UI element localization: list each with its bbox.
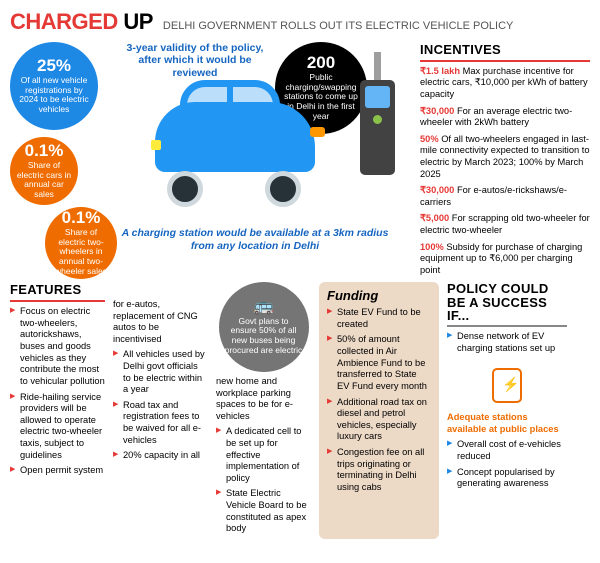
- features-col1: FEATURES Focus on electric two-wheelers,…: [10, 282, 105, 539]
- bus-text: Govt plans to ensure 50% of all new buse…: [225, 317, 303, 356]
- stat-cars: 0.1% Share of electric cars in annual ca…: [10, 137, 78, 205]
- list-item: Focus on electric two-wheelers, autorick…: [10, 306, 105, 387]
- policy-item: Dense network of EV charging stations se…: [447, 331, 567, 354]
- policy-highlight: Adequate stations available at public pl…: [447, 412, 567, 435]
- plug-icon: ⚡: [487, 358, 527, 408]
- policy-item: Concept popularised by generating awaren…: [447, 467, 567, 490]
- stat-text: Of all new vehicle registrations by 2024…: [16, 76, 92, 115]
- features-title: FEATURES: [10, 282, 105, 298]
- stat-value: 25%: [37, 56, 71, 76]
- list-item: Congestion fee on all trips originating …: [327, 447, 431, 493]
- stat-value: 0.1%: [25, 141, 64, 161]
- stat-value: 200: [307, 53, 335, 73]
- callout-radius: A charging station would be available at…: [110, 227, 400, 253]
- charger-illustration: [360, 52, 395, 212]
- features-list3: A dedicated cell to be set up for effect…: [216, 426, 311, 534]
- features-col2: for e-autos, replacement of CNG autos to…: [113, 282, 208, 539]
- features-cont3: new home and workplace parking spaces to…: [216, 376, 311, 422]
- list-item: Open permit system: [10, 465, 105, 477]
- list-item: Road tax and registration fees to be wai…: [113, 400, 208, 446]
- list-item: Additional road tax on diesel and petrol…: [327, 397, 431, 443]
- bottom-row: FEATURES Focus on electric two-wheelers,…: [10, 282, 590, 539]
- features-list2: All vehicles used by Delhi govt official…: [113, 349, 208, 461]
- incentives-list: ₹1.5 lakh Max purchase incentive for ele…: [420, 66, 590, 277]
- incentive-item: ₹30,000 For e-autos/e-rickshaws/e-carrie…: [420, 185, 590, 208]
- funding-title: Funding: [327, 288, 431, 304]
- stat-text: Share of electric two-wheelers in annual…: [51, 228, 111, 277]
- list-item: 50% of amount collected in Air Ambience …: [327, 334, 431, 392]
- list-item: Ride-hailing service providers will be a…: [10, 392, 105, 462]
- features-cont: for e-autos, replacement of CNG autos to…: [113, 299, 208, 345]
- title: CHARGED UP: [10, 8, 153, 36]
- stat-text: Share of electric cars in annual car sal…: [16, 161, 72, 200]
- list-item: 20% capacity in all: [113, 450, 208, 462]
- list-item: All vehicles used by Delhi govt official…: [113, 349, 208, 395]
- incentive-item: 50% Of all two-wheelers engaged in last-…: [420, 134, 590, 180]
- infographic-root: CHARGED UP DELHI GOVERNMENT ROLLS OUT IT…: [0, 0, 600, 563]
- list-item: State EV Fund to be created: [327, 307, 431, 330]
- title-up: UP: [123, 9, 153, 34]
- stat-25pct: 25% Of all new vehicle registrations by …: [10, 42, 98, 130]
- funding-panel: Funding State EV Fund to be created 50% o…: [319, 282, 439, 539]
- features-col3: 🚌 Govt plans to ensure 50% of all new bu…: [216, 282, 311, 539]
- hero-area: 25% Of all new vehicle registrations by …: [10, 42, 590, 267]
- incentives-title: INCENTIVES: [420, 42, 590, 58]
- policy-panel: POLICY COULD BE A SUCCESS IF... Dense ne…: [447, 282, 567, 539]
- incentive-item: 100% Subsidy for purchase of charging eq…: [420, 242, 590, 277]
- bus-bubble: 🚌 Govt plans to ensure 50% of all new bu…: [219, 282, 309, 372]
- stat-2wheelers: 0.1% Share of electric two-wheelers in a…: [45, 207, 117, 279]
- funding-list: State EV Fund to be created 50% of amount…: [327, 307, 431, 493]
- policy-item: Overall cost of e-vehicles reduced: [447, 439, 567, 462]
- header: CHARGED UP DELHI GOVERNMENT ROLLS OUT IT…: [10, 8, 590, 36]
- incentives-panel: INCENTIVES ₹1.5 lakh Max purchase incent…: [420, 42, 590, 282]
- list-item: A dedicated cell to be set up for effect…: [216, 426, 311, 484]
- title-charged: CHARGED: [10, 9, 118, 34]
- subtitle: DELHI GOVERNMENT ROLLS OUT ITS ELECTRIC …: [163, 20, 513, 34]
- features-list1: Focus on electric two-wheelers, autorick…: [10, 306, 105, 477]
- car-illustration: [145, 72, 335, 202]
- incentive-item: ₹1.5 lakh Max purchase incentive for ele…: [420, 66, 590, 101]
- incentive-item: ₹5,000 For scrapping old two-wheeler for…: [420, 213, 590, 236]
- incentive-item: ₹30,000 For an average electric two-whee…: [420, 106, 590, 129]
- policy-title: POLICY COULD BE A SUCCESS IF...: [447, 282, 567, 323]
- stat-value: 0.1%: [62, 208, 101, 228]
- list-item: State Electric Vehicle Board to be const…: [216, 488, 311, 534]
